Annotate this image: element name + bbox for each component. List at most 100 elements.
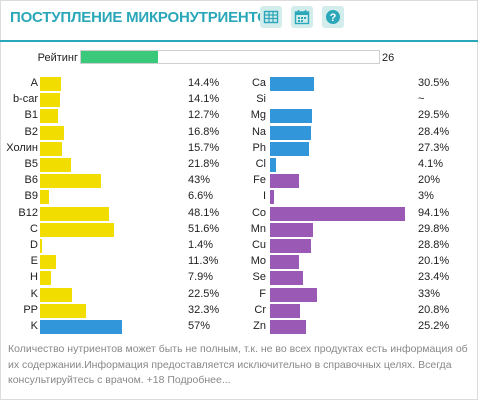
mineral-value: 23.4%	[418, 271, 450, 284]
mineral-value: 3%	[418, 190, 434, 203]
mineral-row: Zn 25.2%	[0, 319, 478, 335]
mineral-value: 28.4%	[418, 125, 450, 138]
vitamin-name: B12	[18, 206, 38, 219]
mineral-name: Mo	[250, 255, 266, 268]
vitamin-value: 7.9%	[188, 271, 214, 284]
mineral-name: Ca	[251, 77, 266, 89]
mineral-value: 33%	[418, 287, 441, 300]
vitamin-row: K 57%	[0, 319, 478, 335]
vitamin-row: C 51.6%	[0, 222, 478, 238]
mineral-row: Ph 27.3%	[0, 141, 478, 157]
vitamin-row: B5 21.8%	[0, 157, 478, 173]
vitamin-bar	[40, 206, 109, 221]
vitamin-value: 51.6%	[188, 222, 220, 235]
vitamin-row: A 14.4%	[0, 76, 478, 92]
mineral-name: Cr	[254, 303, 266, 316]
vitamin-bar	[40, 141, 62, 156]
vitamin-value: 48.1%	[188, 206, 220, 219]
vitamin-value: 32.3%	[188, 303, 220, 316]
disclaimer-body: Количество нутриентов может быть не полн…	[8, 343, 468, 386]
mineral-bar	[270, 158, 276, 172]
mineral-row: Cl 4.1%	[0, 157, 478, 173]
more-link[interactable]: Подробнее...	[167, 374, 231, 386]
calendar-icon	[294, 10, 310, 25]
mineral-name: Se	[252, 271, 266, 284]
mineral-value: 94.1%	[418, 206, 450, 219]
vitamin-name: K	[30, 287, 38, 300]
rating-bar-fill	[81, 51, 158, 63]
vitamin-row: K 22.5%	[0, 287, 478, 303]
vitamin-bar	[40, 320, 122, 334]
mineral-name: Cu	[251, 239, 266, 251]
mineral-bar	[270, 271, 303, 286]
mineral-row: Na 28.4%	[0, 125, 478, 141]
vitamin-name: b-car	[12, 93, 38, 106]
mineral-value: 28.8%	[418, 239, 450, 251]
vitamin-row: H 7.9%	[0, 270, 478, 286]
mineral-name: Mg	[250, 109, 266, 122]
mineral-bar	[270, 287, 317, 302]
vitamin-value: 15.7%	[188, 141, 220, 154]
vitamin-row: Холин 15.7%	[0, 141, 478, 157]
table-icon	[263, 10, 279, 24]
mineral-row: Co 94.1%	[0, 206, 478, 222]
help-button[interactable]: ?	[322, 6, 344, 28]
vitamin-value: 21.8%	[188, 158, 220, 170]
mineral-bar	[270, 109, 312, 124]
mineral-name: I	[262, 190, 266, 203]
mineral-bar	[270, 141, 309, 156]
mineral-bar	[270, 320, 306, 334]
mineral-name: Zn	[253, 320, 266, 332]
rating-bar	[80, 50, 380, 64]
vitamin-bar	[40, 190, 49, 205]
vitamin-value: 14.4%	[188, 77, 220, 89]
vitamin-bar	[40, 77, 61, 91]
mineral-bar	[270, 222, 313, 237]
vitamin-bar	[40, 93, 60, 108]
vitamin-name: B6	[24, 174, 38, 187]
mineral-name: Cl	[255, 158, 266, 170]
mineral-bar	[270, 239, 311, 253]
vitamin-name: H	[30, 271, 38, 284]
vitamin-bar	[40, 158, 71, 172]
mineral-value: 29.5%	[418, 109, 450, 122]
mineral-row: Mo 20.1%	[0, 254, 478, 270]
mineral-bar	[270, 77, 314, 91]
rating-value: 26	[382, 52, 395, 64]
mineral-name: Na	[251, 125, 266, 138]
vitamin-name: C	[30, 222, 38, 235]
mineral-bar	[270, 255, 299, 270]
mineral-row: Mn 29.8%	[0, 222, 478, 238]
vitamin-name: B2	[24, 125, 38, 138]
mineral-row: Si ~	[0, 92, 478, 108]
mineral-value: 20%	[418, 174, 441, 187]
vitamin-value: 57%	[188, 320, 211, 332]
vitamin-name: B1	[24, 109, 38, 122]
vitamin-value: 16.8%	[188, 125, 220, 138]
mineral-name: F	[259, 287, 266, 300]
mineral-value: ~	[418, 93, 425, 106]
mineral-value: 27.3%	[418, 141, 450, 154]
mineral-bar	[270, 206, 405, 221]
vitamin-value: 43%	[188, 174, 211, 187]
mineral-value: 20.8%	[418, 303, 450, 316]
mineral-name: Si	[256, 93, 266, 106]
svg-text:?: ?	[330, 12, 337, 24]
mineral-row: Cr 20.8%	[0, 303, 478, 319]
mineral-name: Mn	[250, 222, 266, 235]
vitamin-row: B1 12.7%	[0, 108, 478, 124]
vitamin-name: PP	[23, 303, 38, 316]
vitamin-row: B12 48.1%	[0, 206, 478, 222]
mineral-row: Mg 29.5%	[0, 108, 478, 124]
vitamin-bar	[40, 125, 64, 140]
vitamin-row: b-car 14.1%	[0, 92, 478, 108]
vitamin-bar	[40, 174, 101, 189]
mineral-bar	[270, 303, 300, 318]
calendar-button[interactable]	[291, 6, 313, 28]
vitamin-bar	[40, 271, 51, 286]
vitamin-value: 22.5%	[188, 287, 220, 300]
table-view-button[interactable]	[260, 6, 282, 28]
mineral-bar	[270, 174, 299, 189]
widget-title: ПОСТУПЛЕНИЕ МИКРОНУТРИЕНТОВ	[10, 9, 280, 26]
mineral-value: 29.8%	[418, 222, 450, 235]
